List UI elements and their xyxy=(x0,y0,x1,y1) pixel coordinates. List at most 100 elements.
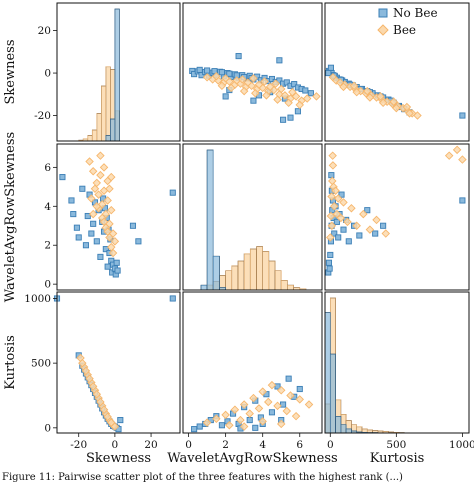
wavelet_vs_kurtosis-bee-point-20 xyxy=(239,422,249,431)
kurtosis_vs_skewness-bee-point-24 xyxy=(349,81,359,91)
legend-no-bee-marker xyxy=(378,8,388,18)
wavelet_vs_kurtosis-bee-point-8 xyxy=(276,386,286,395)
WaveletAvgRowSkewness-bee-bar-12 xyxy=(262,251,270,291)
kurtosis_vs_skewness-bee-point-18 xyxy=(339,82,348,92)
panel-frame-r1-c1 xyxy=(182,143,323,291)
skewness_vs_wavelet-bee-point-3 xyxy=(94,190,103,199)
wavelet_vs_kurtosis-bee-point-14 xyxy=(245,409,254,418)
skewness_vs_wavelet-bee-point-4 xyxy=(96,170,105,180)
panel-frame-r2-c2 xyxy=(324,291,470,434)
skewness_vs_wavelet-no-bee-point-33 xyxy=(90,220,97,227)
wavelet_vs_kurtosis-bee-point-3 xyxy=(230,405,240,414)
kurtosis_vs_wavelet-bee-point-8 xyxy=(332,209,342,219)
WaveletAvgRowSkewness-no-bee-bar-2 xyxy=(200,284,208,291)
skewness_vs_kurtosis-no-bee-point-22 xyxy=(169,295,176,302)
wavelet_vs_skewness-bee-point-19 xyxy=(312,92,321,101)
kurtosis_vs_wavelet-no-bee-point-2 xyxy=(326,265,333,272)
kurtosis_vs_wavelet-bee-point-10 xyxy=(336,213,346,223)
WaveletAvgRowSkewness-bee-bar-16 xyxy=(287,284,294,291)
skewness_vs_wavelet-no-bee-point-6 xyxy=(82,242,89,249)
kurtosis_vs_wavelet-bee-point-0 xyxy=(326,233,335,242)
wavelet_vs_kurtosis-no-bee-point-14 xyxy=(268,409,276,416)
wavelet_vs_kurtosis-no-bee-point-10 xyxy=(246,417,253,424)
skewness_vs_wavelet-no-bee-point-1 xyxy=(68,197,75,204)
kurtosis_vs_wavelet-no-bee-point-14 xyxy=(338,191,345,198)
kurtosis_vs_wavelet-bee-point-11 xyxy=(339,198,348,207)
skewness_vs_wavelet-bee-point-0 xyxy=(85,157,94,166)
wavelet_vs_skewness-bee-point-31 xyxy=(262,91,271,100)
kurtosis_vs_wavelet-no-bee-point-24 xyxy=(328,172,335,179)
wavelet_vs_skewness-bee-point-23 xyxy=(243,78,253,87)
skewness_vs_wavelet-no-bee-point-34 xyxy=(84,212,91,220)
legend-no-bee-label: No Bee xyxy=(393,6,438,20)
skewness_vs_wavelet-no-bee-point-12 xyxy=(97,253,104,260)
wavelet_vs_kurtosis-no-bee-point-1 xyxy=(196,423,203,430)
kurtosis_vs_wavelet-no-bee-point-17 xyxy=(345,238,352,245)
skewness_vs_wavelet-bee-point-8 xyxy=(103,196,112,205)
WaveletAvgRowSkewness-no-bee-bar-4 xyxy=(212,255,220,291)
skewness_vs_wavelet-no-bee-point-16 xyxy=(104,263,111,270)
ylabel-1: WaveletAvgRowSkewness xyxy=(3,132,18,302)
skewness_vs_wavelet-bee-point-27 xyxy=(103,227,112,236)
skewness_vs_wavelet-no-bee-point-15 xyxy=(102,246,109,253)
skewness_vs_wavelet-bee-point-1 xyxy=(88,167,98,176)
wavelet_vs_kurtosis-bee-point-1 xyxy=(212,414,221,424)
skewness_vs_wavelet-bee-point-15 xyxy=(87,194,96,203)
ytick-label-Kurtosis-1: 500 xyxy=(31,358,51,370)
xtick-label-Wavelet-1: 2 xyxy=(222,439,229,451)
wavelet_vs_kurtosis-no-bee-point-23 xyxy=(252,424,259,431)
wavelet_vs_skewness-bee-point-34 xyxy=(295,100,304,110)
kurtosis_vs_skewness-bee-point-26 xyxy=(376,92,385,101)
panel-r1-c1 xyxy=(182,143,323,291)
kurtosis_vs_skewness-bee-point-25 xyxy=(363,86,372,96)
skewness_vs_kurtosis-bee-point-10 xyxy=(78,358,87,368)
wavelet_vs_skewness-no-bee-point-51 xyxy=(307,90,314,97)
wavelet_vs_skewness-bee-point-32 xyxy=(273,95,282,104)
wavelet_vs_skewness-no-bee-point-42 xyxy=(222,93,229,100)
Kurtosis-no-bee-bar-1 xyxy=(329,353,336,434)
kurtosis_vs_wavelet-no-bee-point-19 xyxy=(356,232,363,239)
wavelet_vs_skewness-bee-point-18 xyxy=(302,94,312,103)
panel-frame-r0-c2 xyxy=(324,2,470,142)
wavelet_vs_skewness-no-bee-point-24 xyxy=(276,77,283,84)
wavelet_vs_kurtosis-bee-point-18 xyxy=(282,406,292,416)
kurtosis_vs_wavelet-bee-point-16 xyxy=(365,225,375,234)
ylabel-0: Skewness xyxy=(3,39,18,104)
wavelet_vs_kurtosis-no-bee-point-5 xyxy=(218,422,225,429)
panel-frame-r2-c1 xyxy=(182,291,323,434)
kurtosis_vs_wavelet-no-bee-point-3 xyxy=(327,251,334,259)
kurtosis_vs_wavelet-no-bee-point-20 xyxy=(364,207,371,214)
wavelet_vs_kurtosis-bee-point-2 xyxy=(221,410,230,420)
skewness_vs_wavelet-no-bee-point-30 xyxy=(129,222,137,229)
kurtosis_vs_wavelet-bee-point-4 xyxy=(328,161,338,170)
wavelet_vs_skewness-no-bee-point-33 xyxy=(204,67,211,74)
wavelet_vs_skewness-no-bee-point-32 xyxy=(196,66,203,73)
wavelet_vs_kurtosis-bee-point-9 xyxy=(286,391,295,400)
wavelet_vs_skewness-bee-point-27 xyxy=(288,87,297,97)
wavelet_vs_skewness-no-bee-point-28 xyxy=(291,81,298,88)
kurtosis_vs_wavelet-bee-point-9 xyxy=(333,194,343,203)
kurtosis_vs_wavelet-bee-point-19 xyxy=(444,151,454,160)
Kurtosis-no-bee-bar-4 xyxy=(345,428,352,434)
kurtosis_vs_skewness-no-bee-point-32 xyxy=(325,70,332,77)
Skewness-bee-bar-7 xyxy=(91,129,98,142)
xtick-label-Skewness-0: -20 xyxy=(70,439,87,451)
xtick-label-Kurtosis-2: 1000 xyxy=(449,439,474,451)
wavelet_vs_skewness-bee-point-26 xyxy=(276,84,286,94)
wavelet_vs_skewness-bee-point-36 xyxy=(238,75,247,84)
kurtosis_vs_skewness-no-bee-point-31 xyxy=(327,64,334,71)
kurtosis_vs_skewness-bee-point-28 xyxy=(402,102,412,112)
ytick-label-Kurtosis-2: 1000 xyxy=(24,293,51,305)
skewness_vs_wavelet-no-bee-point-5 xyxy=(79,185,86,192)
WaveletAvgRowSkewness-no-bee-bar-3 xyxy=(206,149,214,291)
kurtosis_vs_wavelet-no-bee-point-12 xyxy=(335,234,342,241)
wavelet_vs_skewness-no-bee-point-31 xyxy=(302,87,309,94)
kurtosis_vs_skewness-bee-point-20 xyxy=(365,93,375,102)
skewness_vs_wavelet-bee-point-12 xyxy=(110,237,120,246)
skewness_vs_wavelet-no-bee-point-0 xyxy=(59,174,66,181)
xlabel-2: Kurtosis xyxy=(370,451,425,466)
skewness_vs_kurtosis-bee-point-16 xyxy=(99,405,109,414)
panel-r0-c1 xyxy=(182,2,323,142)
panel-frame-r2-c0 xyxy=(56,291,181,434)
skewness_vs_wavelet-no-bee-point-32 xyxy=(169,189,176,196)
